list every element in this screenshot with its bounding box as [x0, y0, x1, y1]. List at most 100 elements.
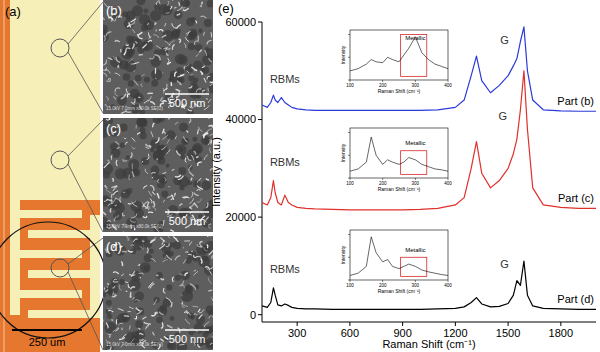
sem-texture: [163, 88, 167, 91]
x-axis-title: Raman Shift (cm⁻¹): [378, 288, 421, 294]
sem-texture: [157, 193, 159, 198]
sem-texture: [104, 162, 110, 168]
sem-texture: [113, 186, 118, 191]
sem-texture: [175, 7, 177, 9]
sem-texture: [183, 7, 186, 8]
sem-texture: [111, 194, 112, 198]
sem-texture: [205, 50, 207, 56]
sem-texture: [126, 89, 127, 94]
sem-texture: [126, 35, 134, 43]
y-tick: [348, 80, 350, 81]
sem-texture: [194, 203, 197, 208]
sem-texture: [193, 180, 201, 188]
sem-texture: [136, 0, 145, 5]
sem-texture: [200, 241, 203, 243]
sem-texture: [105, 289, 108, 291]
sem-texture: [123, 317, 127, 321]
sem-texture: [147, 93, 153, 95]
sem-texture: [125, 60, 137, 72]
sem-texture: [130, 22, 135, 26]
sem-texture: [207, 245, 208, 249]
sem-texture: [123, 73, 131, 81]
sem-texture: [114, 217, 116, 221]
sem-texture: [136, 308, 144, 316]
sem-texture: [189, 242, 192, 246]
panel-label: (c): [106, 121, 121, 136]
sem-texture: [147, 154, 149, 160]
sem-texture: [131, 214, 137, 218]
sem-texture: [177, 7, 183, 11]
sem-texture: [208, 290, 212, 292]
sem-texture: [140, 262, 151, 273]
sem-texture: [152, 173, 156, 174]
sem-texture: [128, 311, 131, 312]
sem-texture: [166, 149, 170, 154]
sem-texture: [153, 150, 164, 161]
sem-texture: [207, 76, 210, 79]
x-tick: [455, 322, 456, 326]
sem-texture: [212, 334, 213, 337]
y-tick: [348, 132, 350, 133]
sem-texture: [175, 256, 180, 260]
sem-texture: [212, 297, 213, 300]
sem-texture: [183, 8, 189, 10]
sem-texture: [192, 137, 197, 142]
sem-texture: [191, 67, 197, 71]
sem-texture: [123, 159, 127, 161]
sem-texture: [103, 320, 104, 322]
sem-texture: [151, 69, 162, 80]
sem-texture: [121, 112, 123, 114]
y-axis-title: Intensity: [340, 143, 346, 162]
sem-texture: [115, 40, 120, 42]
sem-texture: [103, 60, 106, 65]
y-tick: [348, 155, 350, 156]
sem-texture: [191, 192, 192, 198]
sem-texture: [210, 131, 213, 136]
sem-texture: [148, 40, 152, 42]
sem-texture: [134, 298, 138, 302]
sem-texture: [138, 97, 140, 99]
sem-texture: [103, 297, 104, 299]
sem-texture: [172, 195, 174, 200]
sem-texture: [113, 328, 118, 332]
annotation: RBMs: [270, 73, 300, 85]
sem-texture: [134, 62, 140, 64]
sem-texture: [161, 243, 171, 253]
sem-texture: [203, 32, 204, 36]
sem-texture: [151, 258, 156, 262]
sem-background: [103, 118, 213, 232]
scale-bar: [165, 329, 209, 331]
sem-texture: [179, 281, 184, 286]
sem-texture: [121, 48, 132, 59]
sem-texture: [113, 286, 115, 288]
sem-texture: [141, 74, 145, 76]
sem-texture: [156, 272, 163, 279]
sem-texture: [133, 98, 135, 103]
x-axis-title: Raman Shift (cm⁻¹): [378, 88, 421, 94]
sem-texture: [159, 0, 161, 4]
sem-texture: [118, 309, 124, 311]
zoom-circle: [51, 259, 69, 277]
sem-texture: [157, 179, 159, 183]
sem-texture: [158, 174, 166, 182]
sem-texture: [192, 143, 203, 154]
sem-texture: [202, 66, 205, 68]
series-label: Part (d): [557, 293, 594, 305]
sem-texture: [103, 0, 104, 2]
sem-texture: [111, 156, 112, 158]
sem-texture: [119, 50, 121, 53]
sem-texture: [104, 288, 106, 290]
sem-texture: [139, 54, 143, 56]
sem-texture: [208, 85, 213, 93]
sem-texture: [177, 81, 181, 83]
sem-texture: [194, 270, 196, 272]
y-tick-label: 20000: [225, 211, 256, 223]
sem-texture: [180, 0, 189, 7]
sem-texture: [209, 58, 213, 62]
sem-texture: [197, 244, 202, 247]
series-label: Part (c): [558, 192, 594, 204]
sem-texture: [163, 259, 168, 262]
sem-texture: [132, 202, 138, 207]
sem-texture: [153, 35, 158, 39]
sem-texture: [128, 159, 139, 170]
